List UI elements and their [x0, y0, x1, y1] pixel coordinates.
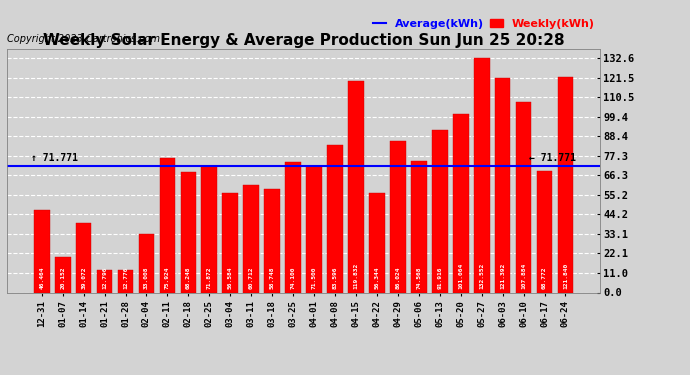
Text: 68.248: 68.248 [186, 267, 191, 289]
Bar [558, 77, 573, 292]
Text: 121.840: 121.840 [563, 263, 568, 289]
Bar [474, 58, 489, 292]
Bar [453, 114, 469, 292]
Text: 12.796: 12.796 [102, 267, 107, 289]
Text: 91.916: 91.916 [437, 267, 442, 289]
Text: 12.776: 12.776 [123, 267, 128, 289]
Bar [97, 270, 112, 292]
Text: 121.392: 121.392 [500, 263, 505, 289]
Bar [390, 141, 406, 292]
Bar [222, 192, 238, 292]
Bar [306, 166, 322, 292]
Text: 71.872: 71.872 [207, 267, 212, 289]
Text: 132.552: 132.552 [479, 263, 484, 289]
Text: 68.772: 68.772 [542, 267, 547, 289]
Bar [537, 171, 553, 292]
Bar [139, 234, 155, 292]
Bar [515, 102, 531, 292]
Text: 46.464: 46.464 [39, 267, 44, 289]
Text: 58.748: 58.748 [270, 267, 275, 289]
Bar [181, 172, 196, 292]
Text: 20.152: 20.152 [60, 267, 65, 289]
Text: 83.596: 83.596 [333, 267, 337, 289]
Text: 86.024: 86.024 [395, 267, 400, 289]
Text: 74.100: 74.100 [290, 267, 295, 289]
Legend: Average(kWh), Weekly(kWh): Average(kWh), Weekly(kWh) [373, 19, 595, 29]
Bar [411, 161, 426, 292]
Bar [55, 257, 70, 292]
Text: 56.344: 56.344 [375, 267, 380, 289]
Text: 75.924: 75.924 [165, 267, 170, 289]
Text: Copyright 2023 Cartronics.com: Copyright 2023 Cartronics.com [7, 34, 160, 44]
Text: 71.500: 71.500 [312, 267, 317, 289]
Bar [285, 162, 301, 292]
Bar [432, 130, 448, 292]
Title: Weekly Solar Energy & Average Production Sun Jun 25 20:28: Weekly Solar Energy & Average Production… [43, 33, 564, 48]
Text: 33.008: 33.008 [144, 267, 149, 289]
Text: ↑ 71.771: ↑ 71.771 [31, 153, 78, 163]
Bar [327, 145, 343, 292]
Text: 39.072: 39.072 [81, 267, 86, 289]
Text: 74.568: 74.568 [416, 267, 422, 289]
Bar [76, 224, 92, 292]
Bar [495, 78, 511, 292]
Text: 101.064: 101.064 [458, 263, 463, 289]
Text: 107.884: 107.884 [521, 263, 526, 289]
Text: 119.832: 119.832 [353, 263, 359, 289]
Text: 60.712: 60.712 [248, 267, 254, 289]
Bar [201, 165, 217, 292]
Text: 56.584: 56.584 [228, 267, 233, 289]
Bar [264, 189, 280, 292]
Bar [34, 210, 50, 292]
Bar [244, 185, 259, 292]
Bar [369, 193, 385, 292]
Bar [348, 81, 364, 292]
Bar [118, 270, 133, 292]
Bar [159, 158, 175, 292]
Text: ← 71.771: ← 71.771 [529, 153, 576, 163]
